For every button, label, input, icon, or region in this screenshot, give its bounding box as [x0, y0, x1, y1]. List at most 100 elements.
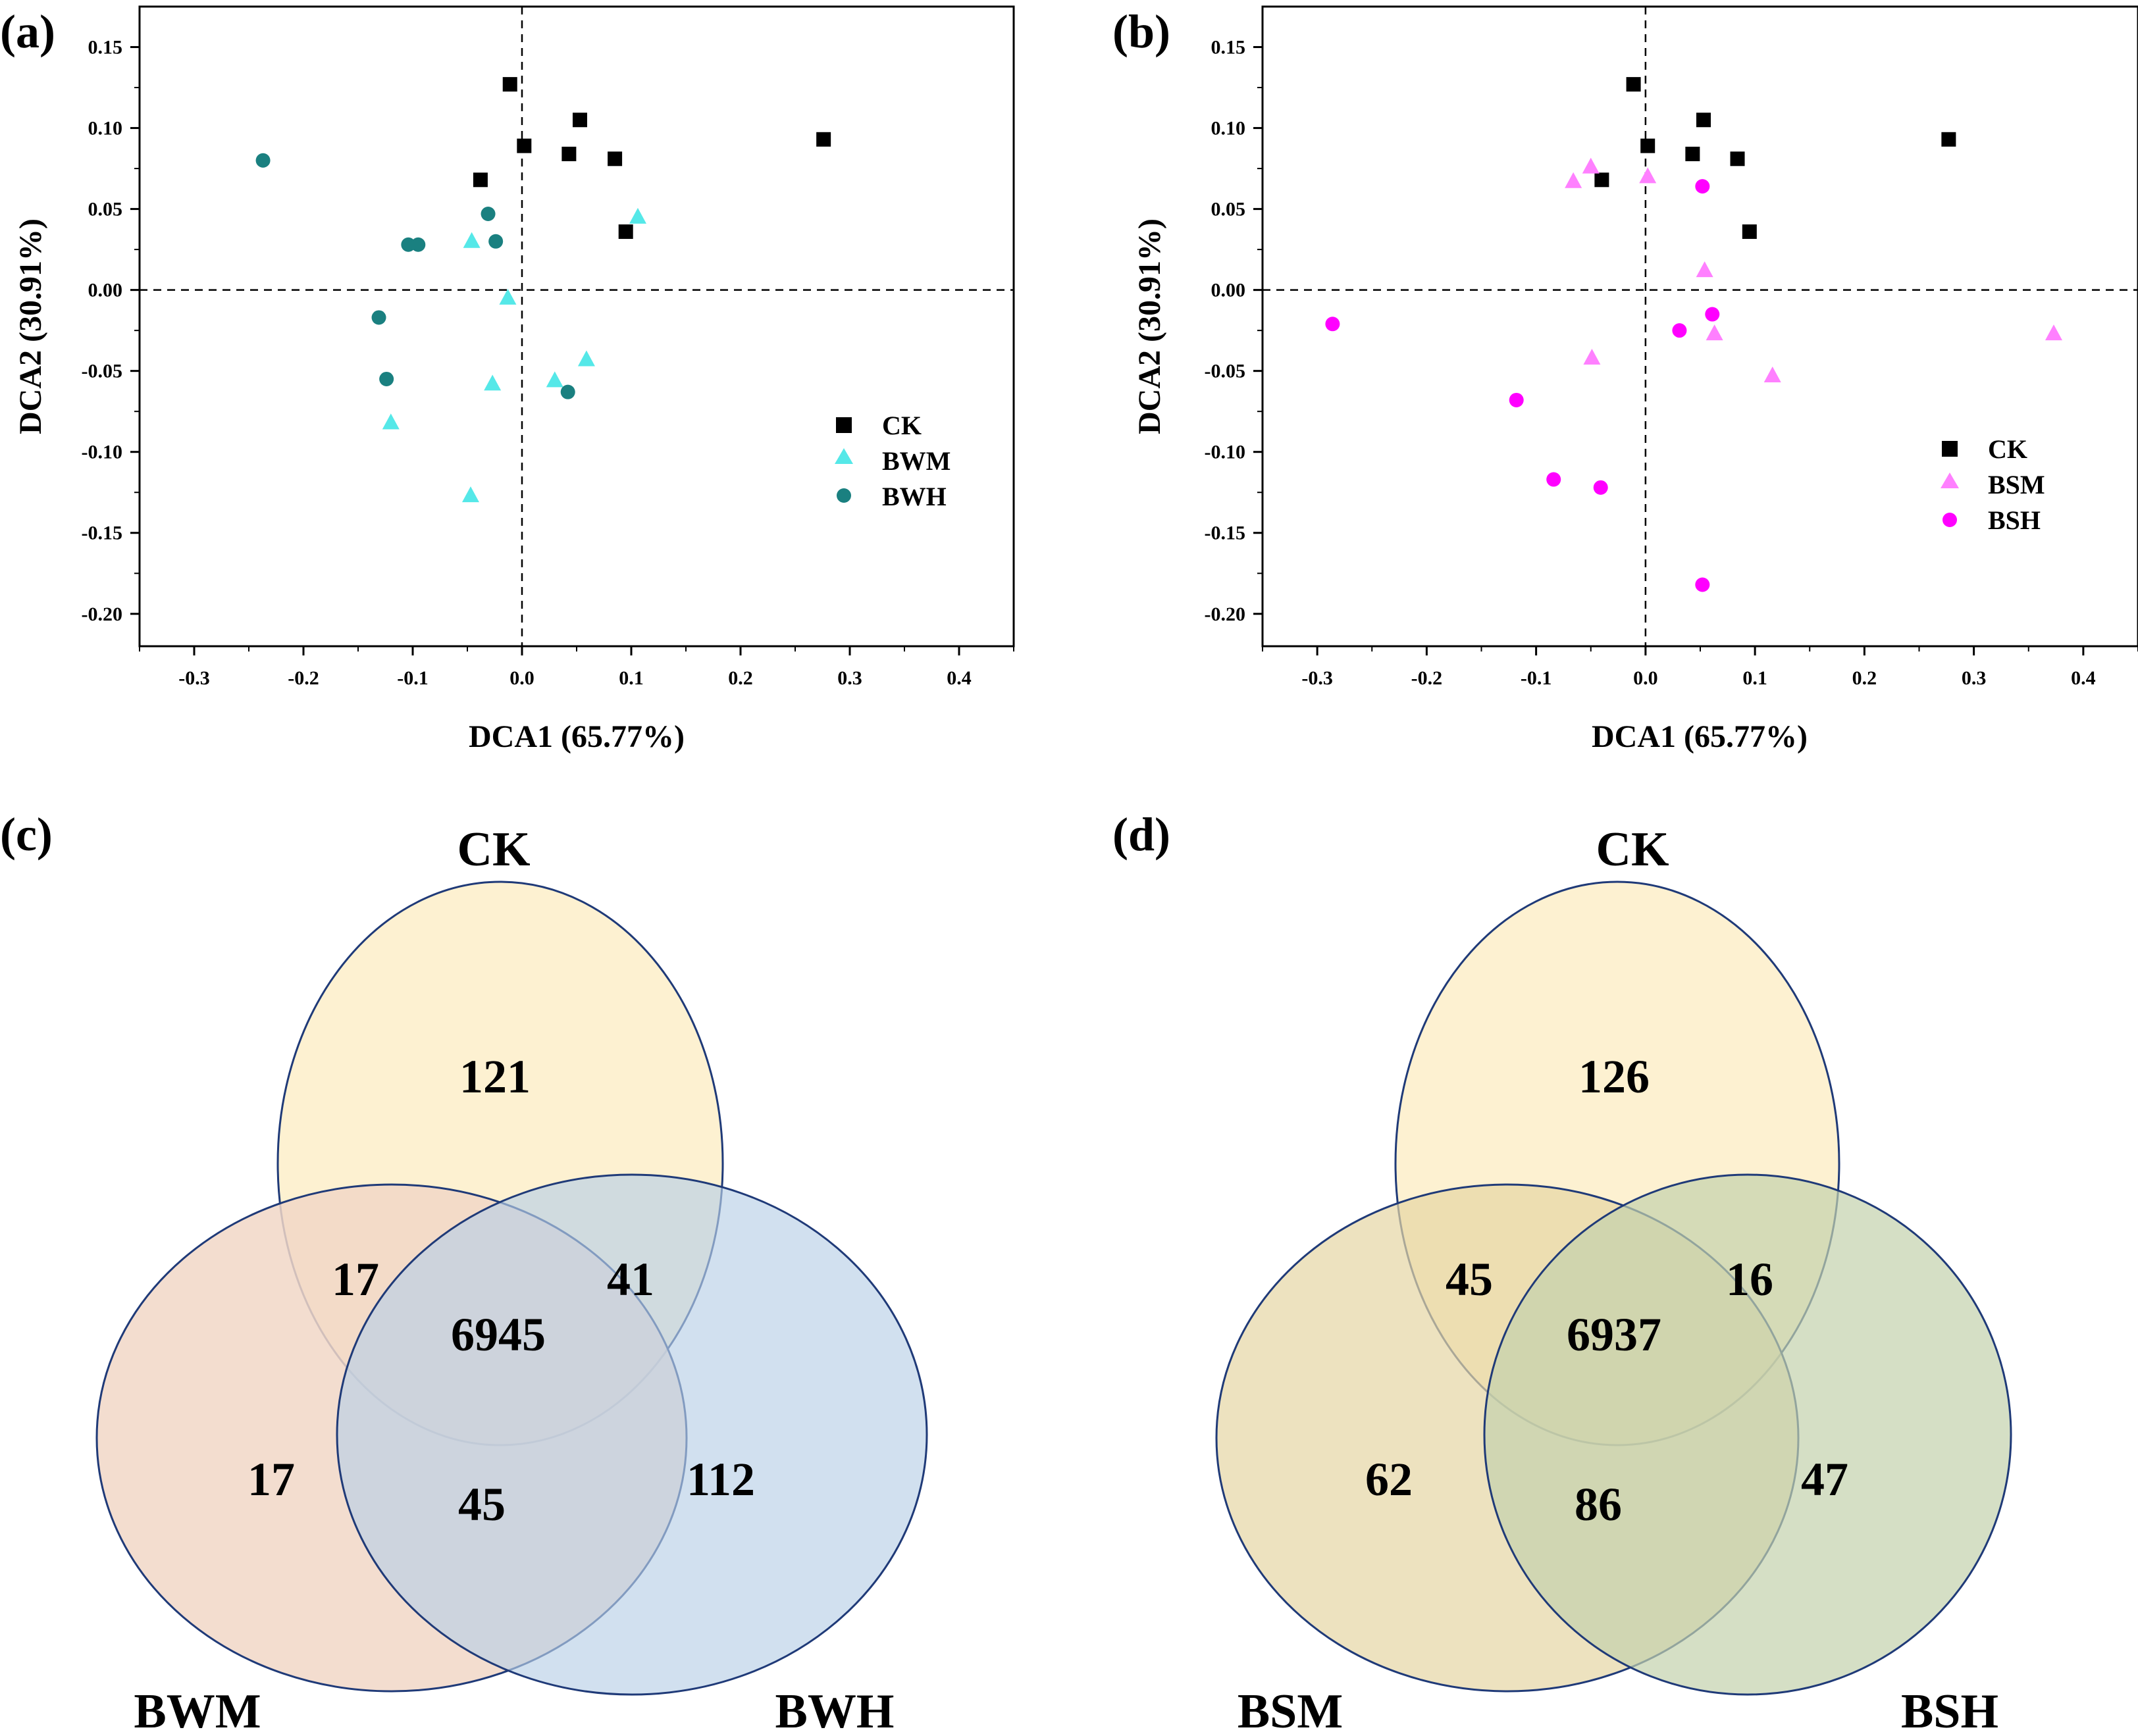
y-tick-label-b: -0.05 [1205, 361, 1246, 382]
panel-label-d: (d) [1112, 808, 1170, 861]
panel-d: (d) CK BSM BSH 126 45 16 6937 62 86 47 [1112, 808, 2012, 1736]
point-bsh-b [1695, 577, 1710, 592]
y-tick-label-a: -0.10 [82, 442, 123, 463]
x-tick-label-a: 0.3 [837, 667, 862, 689]
point-ck-a [816, 132, 831, 147]
legend-marker-bsh-b [1942, 513, 1957, 527]
x-tick-label-b: -0.3 [1301, 667, 1333, 689]
point-ck-a [502, 77, 517, 92]
panel-label-b: (b) [1112, 5, 1170, 58]
point-bsm-b [1639, 167, 1657, 184]
y-ticks-a: 0.15 0.10 0.05 0.00 -0.05 -0.10 -0.15 -0.20 [82, 37, 140, 625]
point-bwh-a [560, 384, 575, 399]
venn-region-bsm-bsh-d: 86 [1575, 1478, 1622, 1531]
point-bwh-a [379, 371, 394, 386]
legend-label-bwm-a: BWM [882, 446, 951, 476]
point-bsh-b [1509, 392, 1524, 407]
venn-set-label-bsh-d: BSH [1901, 1685, 1998, 1736]
venn-region-bsm-only-d: 62 [1365, 1453, 1413, 1506]
point-ck-a [561, 146, 577, 161]
plot-frame-b [1261, 5, 2138, 648]
venn-circle-bsh-d [1483, 1173, 2012, 1696]
y-tick-label-a: -0.20 [82, 603, 123, 625]
x-tick-label-a: 0.0 [509, 667, 534, 689]
venn-region-ck-only-c: 121 [459, 1050, 531, 1103]
legend-label-ck-b: CK [1988, 434, 2027, 464]
y-tick-label-a: 0.05 [88, 199, 123, 220]
point-bsm-b [1706, 324, 1723, 341]
legend-marker-bwh-a [837, 488, 851, 503]
venn-region-ck-bsh-d: 16 [1726, 1253, 1773, 1306]
venn-set-label-bwh-c: BWH [775, 1685, 895, 1736]
y-tick-label-a: -0.05 [82, 361, 123, 382]
venn-region-bwm-bwh-c: 45 [458, 1478, 506, 1531]
point-bwm-a [577, 350, 595, 367]
venn-region-ck-bwm-c: 17 [332, 1253, 379, 1306]
x-tick-label-a: 0.1 [619, 667, 644, 689]
venn-region-all-c: 6945 [451, 1308, 546, 1361]
x-axis-label-b: DCA1 (65.77%) [1592, 719, 1808, 754]
point-bsm-b [1763, 367, 1781, 383]
x-tick-label-b: 0.3 [1962, 667, 1987, 689]
point-ck-a [517, 138, 532, 153]
x-tick-label-b: -0.1 [1521, 667, 1552, 689]
y-tick-label-b: -0.20 [1205, 603, 1246, 625]
venn-region-bwm-only-c: 17 [248, 1453, 295, 1506]
y-tick-label-b: -0.15 [1205, 523, 1246, 544]
x-tick-label-b: 0.1 [1742, 667, 1767, 689]
point-bsh-b [1593, 480, 1608, 495]
y-tick-label-a: 0.15 [88, 37, 123, 59]
point-bwm-a [461, 486, 479, 503]
point-ck-a [473, 172, 488, 188]
legend-label-bsh-b: BSH [1988, 505, 2041, 535]
panel-label-c: (c) [0, 808, 53, 861]
legend-b: CK BSM BSH [1941, 434, 2045, 535]
panel-c: (c) CK BWM BWH 121 17 41 6945 17 45 112 [0, 808, 928, 1736]
x-tick-label-a: -0.3 [178, 667, 210, 689]
point-ck-a [618, 224, 633, 240]
y-tick-label-b: 0.15 [1211, 37, 1246, 59]
point-bsh-b [1695, 179, 1710, 194]
y-tick-label-b: 0.05 [1211, 199, 1246, 220]
point-ck-b [1685, 146, 1700, 161]
x-tick-label-b: 0.0 [1633, 667, 1658, 689]
x-tick-label-a: 0.2 [728, 667, 753, 689]
point-bsh-b [1672, 323, 1687, 338]
y-tick-label-a: 0.10 [88, 118, 123, 140]
point-ck-b [1742, 224, 1757, 240]
point-bwm-a [629, 207, 646, 224]
point-ck-b [1626, 77, 1641, 92]
point-bsm-b [1582, 157, 1600, 174]
point-ck-a [608, 151, 623, 166]
venn-region-all-d: 6937 [1567, 1308, 1661, 1361]
point-bsm-b [1583, 348, 1601, 365]
points-a [255, 77, 831, 503]
legend-label-bwh-a: BWH [882, 482, 947, 511]
point-bwm-a [546, 371, 563, 388]
y-tick-label-b: 0.10 [1211, 118, 1246, 140]
venn-set-label-bsm-d: BSM [1238, 1685, 1343, 1736]
y-tick-label-a: -0.15 [82, 523, 123, 544]
venn-set-label-bwm-c: BWM [134, 1685, 261, 1736]
point-bwm-a [382, 413, 400, 430]
point-ck-b [1730, 151, 1745, 166]
point-bwh-a [481, 206, 496, 221]
point-bsm-b [2045, 324, 2062, 341]
venn-region-ck-bsm-d: 45 [1446, 1253, 1493, 1306]
x-tick-label-b: -0.2 [1411, 667, 1443, 689]
point-ck-a [572, 113, 587, 128]
point-bsh-b [1546, 472, 1561, 487]
point-ck-b [1941, 132, 1956, 147]
point-bwm-a [499, 288, 517, 305]
venn-set-label-ck-c: CK [457, 823, 531, 877]
y-axis-label-b: DCA2 (30.91%) [1132, 218, 1167, 434]
point-bwm-a [463, 232, 481, 248]
legend-marker-ck-b [1942, 441, 1958, 457]
legend-marker-bsm-b [1941, 472, 1959, 488]
y-tick-label-b: -0.10 [1205, 442, 1246, 463]
point-bwh-a [371, 310, 386, 325]
point-bsh-b [1705, 307, 1720, 322]
point-bwh-a [255, 153, 271, 168]
point-bwh-a [488, 234, 504, 249]
y-tick-label-a: 0.00 [88, 280, 123, 301]
